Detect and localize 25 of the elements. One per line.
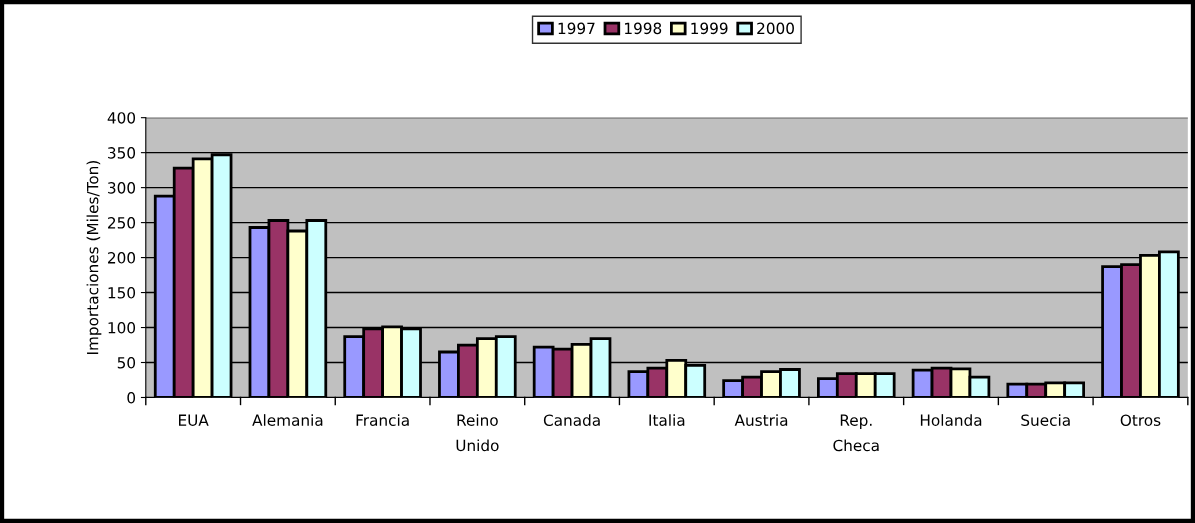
x-tick-label: EUA: [179, 414, 209, 426]
y-tick-label: 100: [108, 321, 136, 334]
y-tick-label: 50: [117, 356, 136, 369]
y-tick-label: 400: [107, 112, 136, 124]
y-tick-label: 300: [108, 182, 136, 194]
x-tick-label: Reino Unido: [456, 414, 499, 452]
legend-label: 1997: [558, 22, 595, 35]
x-tick-label: Francia: [356, 414, 409, 426]
y-tick-label: 350: [108, 147, 136, 159]
legend-label: 1998: [625, 22, 662, 35]
x-tick-label: Canada: [543, 414, 600, 426]
x-tick-label: Suecia: [1021, 414, 1070, 426]
x-tick-label: Rep. Checa: [833, 414, 879, 452]
y-tick-label: 0: [127, 391, 136, 404]
y-tick-label: 150: [108, 287, 136, 299]
legend-label: 1999: [691, 22, 728, 35]
x-tick-label: Austria: [734, 414, 788, 426]
legend-label: 2000: [757, 22, 794, 35]
y-tick-label: 200: [108, 252, 136, 264]
y-axis-title: Importaciones (Miles/Ton): [86, 160, 102, 354]
x-tick-label: Otros: [1120, 414, 1161, 426]
x-tick-label: Alemania: [252, 414, 323, 426]
x-tick-label: Italia: [649, 414, 685, 426]
x-tick-label: Holanda: [920, 414, 982, 426]
y-tick-label: 250: [108, 217, 136, 229]
